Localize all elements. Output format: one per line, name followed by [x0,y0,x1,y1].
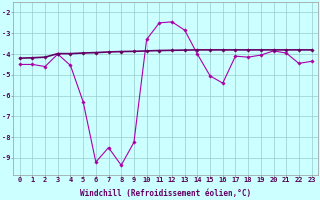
X-axis label: Windchill (Refroidissement éolien,°C): Windchill (Refroidissement éolien,°C) [80,189,251,198]
